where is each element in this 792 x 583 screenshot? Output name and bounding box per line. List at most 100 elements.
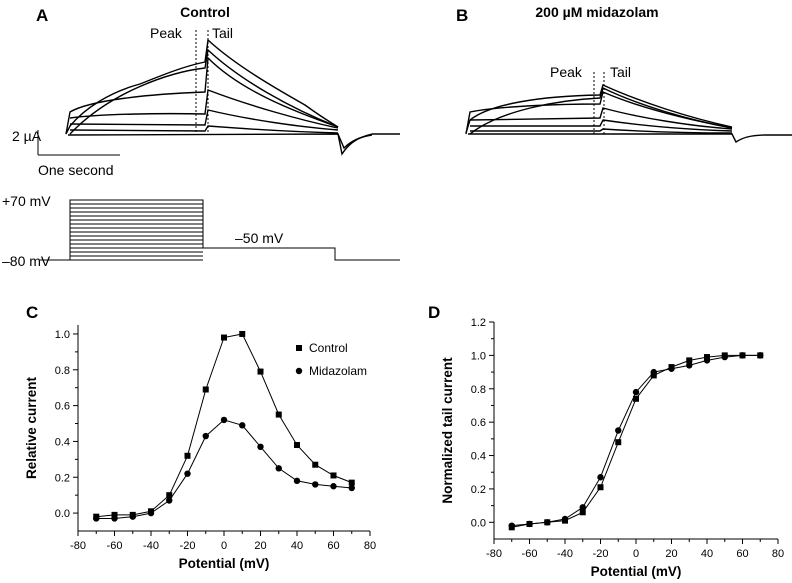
protocol-steps: [70, 203, 203, 257]
y-tick-label: 0.8: [471, 384, 486, 396]
panel-a-title: Control: [180, 4, 230, 20]
trace-a2: [65, 56, 339, 135]
y-tick-label: 0.0: [471, 517, 486, 529]
data-point-square: [348, 479, 355, 486]
y-tick-label: 0.4: [55, 436, 70, 448]
data-point-square: [166, 492, 173, 499]
data-point-circle: [330, 483, 337, 490]
scale-label-time: One second: [38, 162, 114, 178]
panel-b-letter: B: [456, 6, 468, 25]
series-line-2: [96, 419, 352, 519]
x-tick-label: 40: [701, 548, 713, 560]
data-point-circle: [579, 504, 586, 511]
data-point-circle: [293, 477, 301, 485]
x-axis-label: Potential (mV): [591, 564, 682, 579]
data-point-circle: [239, 422, 246, 429]
x-tick-label: 20: [254, 540, 266, 552]
panel-a-letter: A: [36, 6, 48, 25]
data-point-circle: [275, 465, 282, 472]
x-tick-label: 80: [364, 540, 376, 552]
panel-b-title: 200 µM midazolam: [535, 4, 658, 20]
data-point-circle: [597, 474, 604, 481]
trace-b7: [468, 133, 792, 144]
protocol-tail-label: –50 mV: [235, 230, 284, 246]
data-point-square: [221, 334, 227, 341]
data-point-circle: [686, 362, 693, 369]
series-line-1: [96, 333, 352, 518]
data-point-square: [257, 368, 264, 375]
x-tick-label: -60: [107, 540, 123, 552]
data-point-circle: [632, 388, 640, 396]
y-tick-label: 0.0: [55, 508, 70, 520]
data-point-circle: [721, 353, 728, 361]
tail-label-a: Tail: [212, 25, 233, 41]
x-tick-label: 0: [221, 540, 227, 552]
y-tick-label: 0.6: [471, 417, 486, 429]
x-tick-label: 40: [291, 540, 303, 552]
midazolam-current-traces: Peak Tail: [465, 64, 792, 144]
data-point-square: [597, 484, 604, 491]
x-tick-label: 20: [665, 548, 677, 560]
trace-a6: [69, 125, 339, 134]
chart-c: 0.0 0.2 0.4 0.6 0.8 1.0 -80 -60 -40 -20 0 20 40 60 80 P…: [24, 325, 376, 571]
legend-marker-square: [296, 345, 302, 351]
trace-a5: [69, 109, 339, 131]
data-point-square: [184, 452, 191, 459]
x-tick-label: -40: [557, 548, 573, 560]
trace-a7: [67, 133, 400, 156]
trace-a4: [69, 89, 339, 129]
x-tick-label: -40: [143, 540, 159, 552]
x-tick-label: -20: [593, 548, 609, 560]
trace-a8: [337, 133, 373, 150]
data-point-square: [615, 439, 622, 446]
series-line-1: [511, 354, 761, 528]
x-tick-label: 80: [772, 548, 784, 560]
protocol-high-label: +70 mV: [2, 193, 51, 209]
data-point-circle: [147, 509, 155, 517]
data-point-circle: [111, 515, 118, 522]
data-point-square: [294, 442, 300, 449]
data-point-square: [330, 472, 337, 479]
y-tick-label: 1.2: [471, 317, 486, 329]
trace-b4: [469, 107, 733, 130]
data-point-circle: [739, 352, 746, 359]
data-point-square: [650, 372, 657, 379]
x-tick-label: -80: [486, 548, 502, 560]
y-tick-label: 0.2: [471, 484, 486, 496]
trace-b6: [470, 128, 733, 134]
panel-d-letter: D: [428, 303, 440, 322]
data-point-circle: [508, 522, 515, 529]
trace-a3: [69, 48, 339, 135]
y-axis-label: Normalized tail current: [440, 357, 455, 504]
data-point-square: [704, 354, 710, 361]
scale-label-current: 2 µA: [12, 128, 42, 144]
y-tick-label: 0.2: [55, 472, 70, 484]
y-tick-label: 0.8: [55, 365, 70, 377]
x-tick-label: -80: [70, 540, 86, 552]
data-point-circle: [526, 520, 533, 528]
data-point-square: [111, 511, 118, 518]
data-point-circle: [668, 365, 675, 372]
x-tick-label: 0: [633, 548, 639, 560]
legend-marker-circle: [295, 367, 303, 375]
legend-label: Control: [309, 341, 348, 355]
data-point-circle: [615, 427, 622, 434]
data-point-circle: [544, 519, 551, 526]
data-point-circle: [703, 357, 711, 364]
data-point-circle: [220, 416, 228, 424]
chart-d: 0.0 0.2 0.4 0.6 0.8 1.0 1.2 -80 -60 -40 -20 0 20 40 60…: [440, 317, 784, 579]
y-tick-label: 0.4: [471, 451, 486, 463]
data-point-circle: [757, 352, 764, 359]
y-axis-label: Relative current: [24, 376, 39, 479]
series-line-2: [511, 354, 761, 527]
panel-c-letter: C: [26, 303, 38, 322]
data-point-circle: [202, 432, 209, 440]
data-point-circle: [348, 484, 355, 492]
data-point-square: [579, 509, 586, 516]
data-point-circle: [93, 515, 100, 522]
y-tick-label: 0.6: [55, 401, 70, 413]
data-point-circle: [129, 513, 136, 520]
control-current-traces: Peak Tail 2 µA One second: [12, 25, 400, 178]
x-tick-label: 60: [736, 548, 748, 560]
y-tick-label: 1.0: [55, 329, 70, 341]
